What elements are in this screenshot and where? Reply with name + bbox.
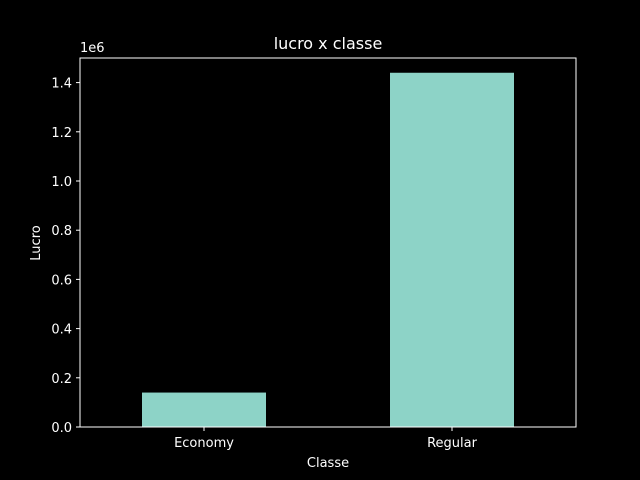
bar-regular (390, 72, 514, 427)
y-tick-label: 1.2 (51, 126, 72, 141)
x-tick-label: Regular (427, 436, 478, 451)
y-tick-label: 0.2 (51, 372, 72, 387)
axes-layer: 0.0 0.2 0.4 0.6 0.8 1.0 1.2 1.4 Economy Regular (51, 57, 577, 451)
y-tick-label: 0.6 (51, 273, 72, 288)
bars-layer (142, 72, 514, 427)
chart-title: lucro x classe (274, 34, 383, 53)
y-tick-label: 0.4 (51, 323, 72, 338)
x-axis-label: Classe (307, 456, 349, 471)
y-tick-label: 0.8 (51, 224, 72, 239)
y-tick-label: 1.4 (51, 77, 72, 92)
y-axis-label: Lucro (29, 225, 44, 260)
x-tick-label: Economy (174, 436, 234, 451)
y-axis-offset-label: 1e6 (80, 41, 105, 56)
plot-frame (79, 57, 577, 428)
y-tick-label: 1.0 (51, 175, 72, 190)
bar-economy (142, 392, 266, 427)
y-tick-label: 0.0 (51, 421, 72, 436)
